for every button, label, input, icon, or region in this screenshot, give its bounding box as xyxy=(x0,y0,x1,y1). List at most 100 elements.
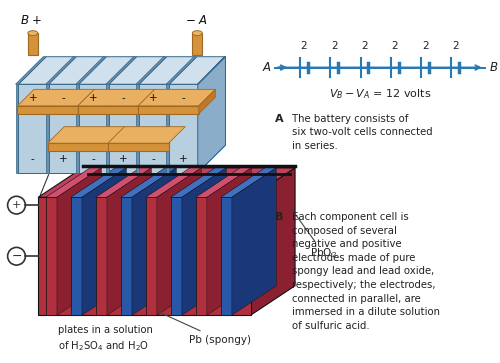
Polygon shape xyxy=(18,106,78,114)
Polygon shape xyxy=(78,57,135,84)
Polygon shape xyxy=(198,57,226,173)
Text: +: + xyxy=(88,93,98,103)
Text: -: - xyxy=(152,154,155,164)
Text: $B$: $B$ xyxy=(488,61,498,74)
Polygon shape xyxy=(136,84,139,173)
Polygon shape xyxy=(70,197,82,315)
Polygon shape xyxy=(199,89,216,114)
Polygon shape xyxy=(139,57,196,84)
Polygon shape xyxy=(78,84,108,173)
Polygon shape xyxy=(16,84,18,173)
Polygon shape xyxy=(78,106,138,114)
Text: B: B xyxy=(276,212,283,222)
Polygon shape xyxy=(157,168,202,315)
Polygon shape xyxy=(106,84,109,173)
Text: 2: 2 xyxy=(331,41,338,51)
Polygon shape xyxy=(48,57,105,84)
Polygon shape xyxy=(108,143,168,151)
Polygon shape xyxy=(78,89,155,106)
Polygon shape xyxy=(48,143,108,151)
Polygon shape xyxy=(48,84,78,173)
Polygon shape xyxy=(76,84,78,173)
Polygon shape xyxy=(70,168,126,197)
Text: $V_B - V_A$ = 12 volts: $V_B - V_A$ = 12 volts xyxy=(329,87,431,101)
Polygon shape xyxy=(18,89,95,106)
Text: plates in a solution
of H$_2$SO$_4$ and H$_2$O: plates in a solution of H$_2$SO$_4$ and … xyxy=(58,325,153,353)
Text: Pb (spongy): Pb (spongy) xyxy=(158,311,251,345)
Polygon shape xyxy=(250,168,295,315)
Polygon shape xyxy=(38,197,250,315)
Text: 2: 2 xyxy=(422,41,428,51)
Polygon shape xyxy=(96,168,152,197)
Text: PbO$_2$: PbO$_2$ xyxy=(292,209,337,260)
Text: +: + xyxy=(179,154,188,164)
Polygon shape xyxy=(78,89,95,114)
Polygon shape xyxy=(220,197,232,315)
Polygon shape xyxy=(198,57,226,173)
Polygon shape xyxy=(108,127,185,143)
Text: $B$ +: $B$ + xyxy=(20,14,43,27)
Text: +: + xyxy=(149,93,158,103)
Polygon shape xyxy=(192,33,202,55)
Polygon shape xyxy=(46,168,102,197)
Text: +: + xyxy=(119,154,128,164)
Text: 2: 2 xyxy=(392,41,398,51)
Text: 2: 2 xyxy=(361,41,368,51)
Polygon shape xyxy=(46,84,48,173)
Polygon shape xyxy=(207,168,252,315)
Polygon shape xyxy=(96,197,107,315)
Polygon shape xyxy=(138,89,216,106)
Polygon shape xyxy=(166,84,169,173)
Polygon shape xyxy=(138,106,199,114)
Polygon shape xyxy=(18,57,75,84)
Polygon shape xyxy=(48,127,125,143)
Ellipse shape xyxy=(192,30,202,36)
Polygon shape xyxy=(120,168,176,197)
Polygon shape xyxy=(107,168,152,315)
Polygon shape xyxy=(109,57,165,84)
Polygon shape xyxy=(46,197,57,315)
Polygon shape xyxy=(132,168,176,315)
Text: The battery consists of
six two-volt cells connected
in series.: The battery consists of six two-volt cel… xyxy=(292,114,432,151)
Polygon shape xyxy=(146,168,202,197)
Polygon shape xyxy=(169,84,198,173)
Text: 2: 2 xyxy=(452,41,458,51)
Text: -: - xyxy=(61,93,65,103)
Polygon shape xyxy=(166,57,197,84)
Polygon shape xyxy=(182,168,226,315)
Polygon shape xyxy=(38,168,295,197)
Polygon shape xyxy=(196,168,252,197)
Ellipse shape xyxy=(28,30,38,36)
Polygon shape xyxy=(46,57,76,84)
Polygon shape xyxy=(18,84,47,173)
Polygon shape xyxy=(170,197,182,315)
Text: $A$: $A$ xyxy=(262,61,272,74)
Polygon shape xyxy=(76,57,106,84)
Polygon shape xyxy=(169,57,226,84)
Text: $-$ $A$: $-$ $A$ xyxy=(185,14,208,27)
Polygon shape xyxy=(139,84,168,173)
Polygon shape xyxy=(198,57,226,84)
Polygon shape xyxy=(109,84,138,173)
Polygon shape xyxy=(82,168,126,315)
Text: -: - xyxy=(122,93,125,103)
Polygon shape xyxy=(106,57,136,84)
Polygon shape xyxy=(170,168,226,197)
Polygon shape xyxy=(136,57,166,84)
Text: -: - xyxy=(91,154,95,164)
Polygon shape xyxy=(138,89,155,114)
Polygon shape xyxy=(220,168,276,197)
Text: A: A xyxy=(276,114,284,124)
Polygon shape xyxy=(196,197,207,315)
Polygon shape xyxy=(146,197,157,315)
Text: Each component cell is
composed of several
negative and positive
electrodes made: Each component cell is composed of sever… xyxy=(292,212,440,331)
Polygon shape xyxy=(16,57,46,84)
Polygon shape xyxy=(57,168,102,315)
Text: -: - xyxy=(31,154,34,164)
Text: +: + xyxy=(58,154,67,164)
Polygon shape xyxy=(28,33,38,55)
Polygon shape xyxy=(232,168,276,315)
Text: −: − xyxy=(11,250,22,263)
Text: -: - xyxy=(182,93,186,103)
Text: +: + xyxy=(12,200,21,210)
